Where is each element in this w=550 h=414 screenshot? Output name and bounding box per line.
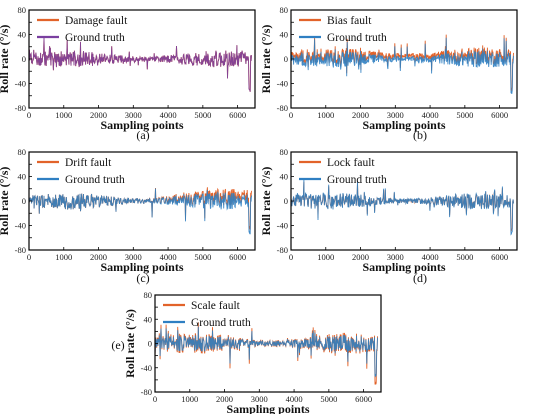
x-tick-label: 3000: [251, 394, 268, 404]
y-tick-label: -80: [141, 387, 152, 397]
x-tick-label: 1000: [317, 110, 334, 120]
x-tick-label: 5000: [456, 252, 473, 262]
legend-label-fault: Lock fault: [327, 157, 375, 169]
y-tick-label: -40: [15, 221, 26, 231]
y-tick-label: 0: [22, 196, 26, 206]
y-tick-label: -40: [141, 363, 152, 373]
x-tick-label: 0: [289, 252, 293, 262]
y-tick-label: 80: [18, 5, 27, 15]
x-tick-label: 0: [27, 252, 31, 262]
y-tick-label: -40: [15, 79, 26, 89]
y-axis-label: Roll rate (°/s): [0, 25, 11, 94]
x-axis-label: Sampling points: [100, 118, 183, 132]
x-tick-label: 5000: [194, 252, 211, 262]
chart-panel: -80 -40 0 40 80 0 1000 2000 3000 4000 5000 6000 Samp…: [0, 5, 256, 142]
y-tick-label: 40: [280, 30, 289, 40]
y-tick-label: -80: [15, 103, 26, 113]
x-tick-label: 3000: [387, 252, 404, 262]
x-axis-label: Sampling points: [100, 260, 183, 274]
x-tick-label: 4000: [422, 252, 439, 262]
x-tick-label: 1000: [55, 110, 72, 120]
x-tick-label: 4000: [286, 394, 303, 404]
y-tick-label: 80: [280, 5, 289, 15]
y-axis-label: Roll rate (°/s): [259, 167, 273, 236]
y-tick-label: 80: [18, 147, 27, 157]
x-axis-label: Sampling points: [362, 260, 445, 274]
x-tick-label: 2000: [216, 394, 233, 404]
y-tick-label: -80: [277, 103, 288, 113]
x-tick-label: 3000: [387, 110, 404, 120]
ground-truth-series-line: [28, 37, 252, 92]
legend-label-ground-truth: Ground truth: [65, 174, 125, 186]
x-axis-label: Sampling points: [362, 118, 445, 132]
y-tick-label: -40: [277, 79, 288, 89]
ground-truth-series-line: [154, 326, 378, 378]
chart-panel: -80 -40 0 40 80 0 1000 2000 3000 4000 5000 6000 Samp…: [0, 147, 256, 285]
x-tick-label: 6000: [229, 110, 246, 120]
x-tick-label: 0: [27, 110, 31, 120]
y-tick-label: 40: [280, 172, 289, 182]
x-tick-label: 6000: [491, 110, 508, 120]
panel-label: (a): [136, 128, 149, 142]
legend-label-fault: Bias fault: [327, 15, 372, 27]
legend-label-ground-truth: Ground truth: [65, 32, 125, 44]
x-tick-label: 0: [153, 394, 157, 404]
chart-panel: -80 -40 0 40 80 0 1000 2000 3000 4000 5000 6000 Samp…: [259, 147, 518, 285]
legend-label-fault: Damage fault: [65, 15, 128, 27]
y-tick-label: 0: [22, 54, 26, 64]
panel-label: (c): [136, 271, 149, 285]
panel-label: (e): [111, 338, 124, 352]
y-tick-label: 0: [284, 54, 288, 64]
ground-truth-series-line: [290, 37, 514, 95]
x-tick-label: 2000: [90, 110, 107, 120]
x-tick-label: 0: [289, 110, 293, 120]
chart-panel: -80 -40 0 40 80 0 1000 2000 3000 4000 5000 6000 Samp…: [111, 290, 382, 414]
x-tick-label: 4000: [160, 110, 177, 120]
ground-truth-series-line: [28, 188, 252, 235]
fault-series-line: [290, 181, 514, 233]
ground-truth-series-line: [290, 179, 514, 236]
y-tick-label: 80: [280, 147, 289, 157]
chart-panel: -80 -40 0 40 80 0 1000 2000 3000 4000 5000 6000 Samp…: [259, 5, 518, 142]
x-tick-label: 3000: [125, 252, 142, 262]
x-tick-label: 4000: [160, 252, 177, 262]
x-tick-label: 5000: [456, 110, 473, 120]
x-axis-label: Sampling points: [226, 402, 309, 414]
x-tick-label: 5000: [320, 394, 337, 404]
fault-series-line: [154, 322, 378, 385]
y-axis-label: Roll rate (°/s): [0, 167, 11, 236]
panel-label: (b): [413, 128, 427, 142]
y-tick-label: 40: [18, 172, 27, 182]
legend-label-ground-truth: Ground truth: [327, 174, 387, 186]
y-tick-label: 0: [284, 196, 288, 206]
legend-label-ground-truth: Ground truth: [191, 317, 251, 329]
x-tick-label: 5000: [194, 110, 211, 120]
y-tick-label: -80: [15, 245, 26, 255]
y-axis-label: Roll rate (°/s): [259, 25, 273, 94]
x-tick-label: 6000: [229, 252, 246, 262]
x-tick-label: 1000: [317, 252, 334, 262]
x-tick-label: 4000: [422, 110, 439, 120]
y-tick-label: 40: [18, 30, 27, 40]
y-tick-label: 80: [144, 290, 153, 300]
x-tick-label: 1000: [55, 252, 72, 262]
x-tick-label: 3000: [125, 110, 142, 120]
panel-label: (d): [413, 271, 427, 285]
x-tick-label: 6000: [491, 252, 508, 262]
y-axis-label: Roll rate (°/s): [123, 309, 137, 378]
y-tick-label: 0: [148, 339, 152, 349]
x-tick-label: 6000: [355, 394, 372, 404]
x-tick-label: 2000: [352, 110, 369, 120]
x-tick-label: 1000: [181, 394, 198, 404]
legend-label-ground-truth: Ground truth: [327, 32, 387, 44]
x-tick-label: 2000: [90, 252, 107, 262]
y-tick-label: 40: [144, 314, 153, 324]
legend-label-fault: Drift fault: [65, 157, 112, 169]
y-tick-label: -80: [277, 245, 288, 255]
legend-label-fault: Scale fault: [191, 300, 241, 312]
y-tick-label: -40: [277, 221, 288, 231]
x-tick-label: 2000: [352, 252, 369, 262]
